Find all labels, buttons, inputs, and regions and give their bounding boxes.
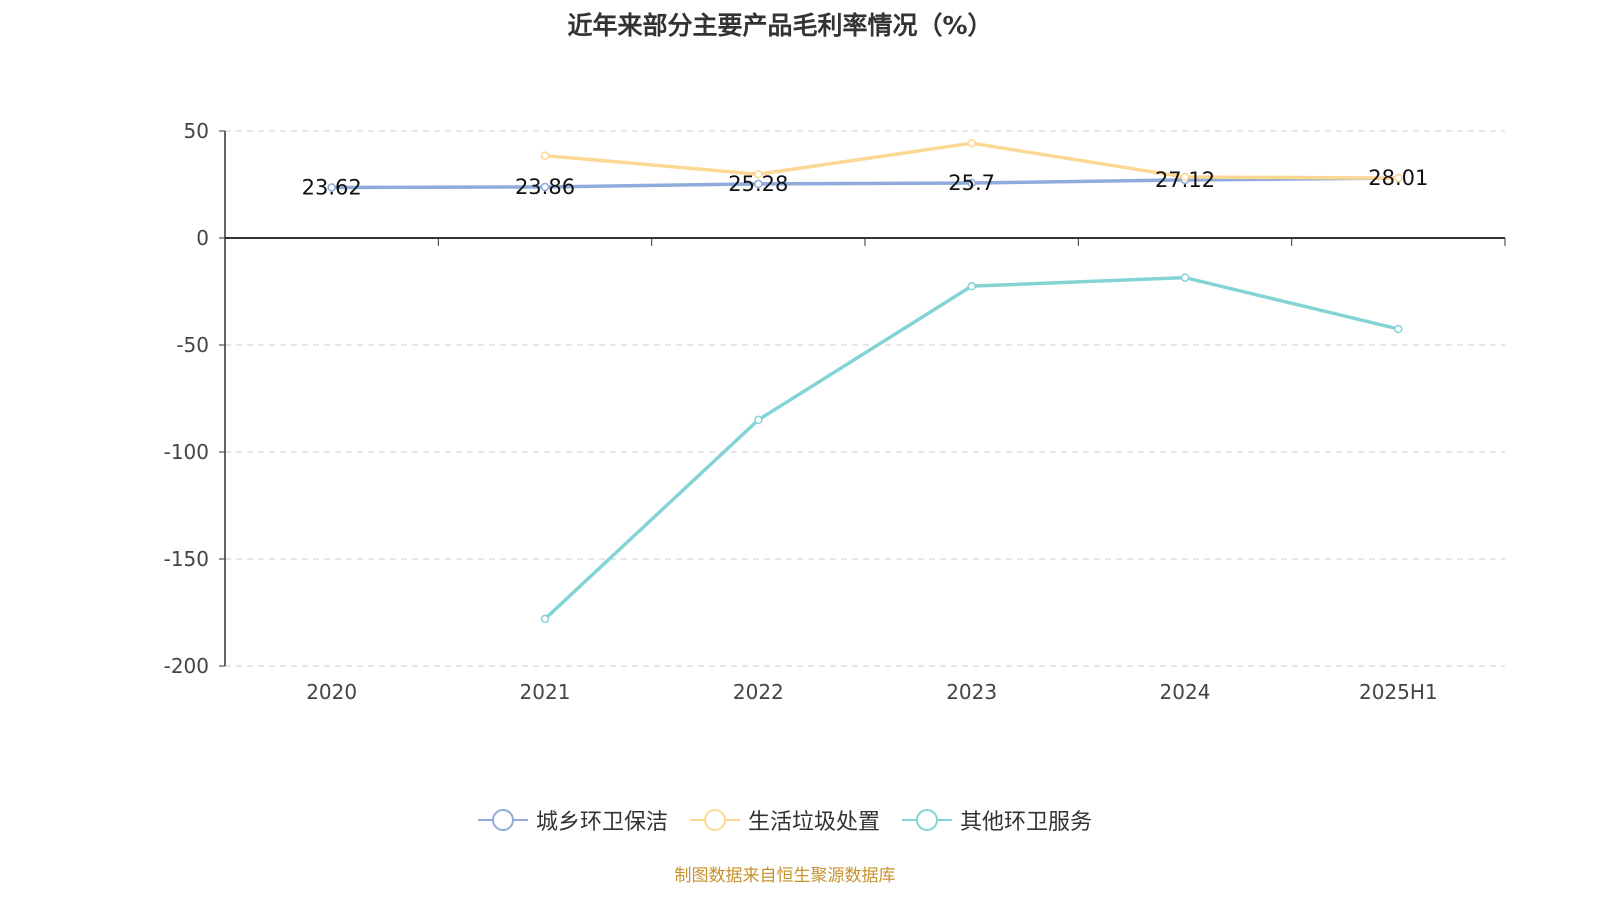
data-label: 28.01 (1368, 166, 1428, 190)
data-point (1394, 173, 1403, 183)
series-line-0 (331, 176, 1399, 190)
x-tick-label: 2024 (1160, 680, 1211, 704)
data-point (1394, 324, 1403, 334)
source-note: 制图数据来自恒生聚源数据库 (674, 866, 896, 886)
legend-label: 城乡环卫保洁 (535, 810, 668, 835)
y-tick-label: -50 (176, 333, 209, 357)
data-point (1180, 273, 1190, 282)
legend-label: 其他环卫服务 (960, 810, 1093, 835)
chart-title: 近年来部分主要产品毛利率情况（%） (567, 11, 993, 40)
x-tick-label: 2025H1 (1359, 680, 1438, 704)
y-tick-label: -150 (164, 547, 209, 571)
legend-marker-icon (902, 809, 952, 831)
data-point (967, 178, 976, 188)
legend: 城乡环卫保洁 生活垃圾处置 其他环卫服务 (0, 804, 1570, 836)
line-chart: 50 0 -50 -100 -150 -200 2020 2021 2022 2023 2024 20… (164, 119, 1506, 704)
data-point (754, 169, 763, 179)
y-tick-label: 0 (196, 226, 209, 250)
data-label: 25.28 (728, 172, 788, 196)
legend-item[interactable]: 生活垃圾处置 (689, 804, 880, 836)
y-tick-label: 50 (184, 119, 209, 143)
data-label: 27.12 (1155, 168, 1215, 192)
data-point (967, 281, 976, 291)
data-label: 23.86 (515, 175, 575, 199)
legend-marker-icon (689, 809, 740, 831)
legend-item[interactable]: 城乡环卫保洁 (477, 804, 668, 836)
legend-item[interactable]: 其他环卫服务 (902, 804, 1092, 836)
y-tick-label: -100 (164, 440, 209, 464)
x-tick-label: 2022 (733, 680, 784, 704)
series-line-2 (543, 275, 1399, 621)
x-tick-label: 2020 (306, 680, 357, 704)
x-tick-label: 2021 (520, 680, 571, 704)
data-label: 25.7 (948, 171, 995, 195)
data-point (327, 183, 336, 192)
data-point (540, 182, 550, 192)
y-tick-label: -200 (164, 654, 209, 678)
legend-marker-icon (477, 809, 528, 831)
x-tick-label: 2023 (946, 680, 997, 704)
data-point (540, 614, 550, 624)
data-point (967, 138, 976, 148)
data-point (1180, 172, 1190, 182)
data-point (754, 415, 763, 425)
data-label: 23.62 (302, 175, 362, 199)
legend-label: 生活垃圾处置 (747, 810, 880, 835)
data-point (540, 151, 550, 160)
data-point (754, 179, 763, 189)
